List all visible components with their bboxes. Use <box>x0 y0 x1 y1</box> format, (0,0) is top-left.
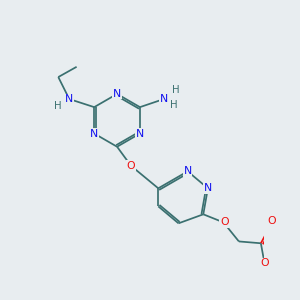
Text: N: N <box>184 166 192 176</box>
Text: O: O <box>127 161 135 171</box>
Text: N: N <box>136 128 144 139</box>
Text: H: H <box>170 100 178 110</box>
Text: N: N <box>160 94 168 104</box>
Text: N: N <box>90 128 98 139</box>
Text: N: N <box>204 183 212 193</box>
Text: O: O <box>268 215 276 226</box>
Text: N: N <box>113 89 121 99</box>
Text: O: O <box>260 258 269 268</box>
Text: O: O <box>220 218 229 227</box>
Text: H: H <box>55 101 62 111</box>
Text: N: N <box>65 94 74 104</box>
Text: H: H <box>172 85 179 94</box>
